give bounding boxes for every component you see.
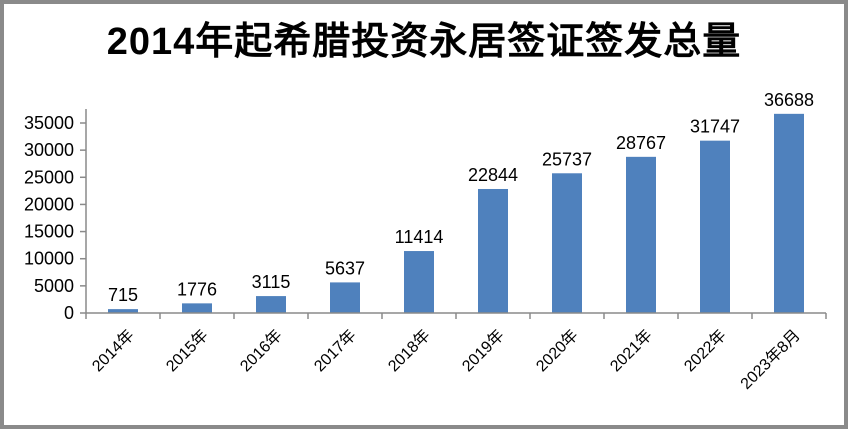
- bar: [478, 188, 508, 313]
- bar-chart: 0 5000 10000 15000 20000 25000 30000 35000 715 20…: [24, 90, 827, 393]
- bar-value-label: 715: [108, 285, 138, 305]
- bar-value-label: 36688: [764, 90, 814, 110]
- y-tick-label: 35000: [24, 113, 74, 133]
- x-tick-label: 2017年: [311, 326, 360, 375]
- bar-value-label: 31747: [690, 117, 740, 137]
- y-tick-label: 15000: [24, 222, 74, 242]
- chart-title: 2014年起希腊投资永居签证签发总量: [106, 21, 742, 63]
- bar-value-label: 1776: [177, 279, 217, 299]
- bar-value-label: 25737: [542, 149, 592, 169]
- bar: [256, 296, 286, 313]
- x-tick-label: 2023年8月: [737, 326, 804, 393]
- bar: [330, 282, 360, 313]
- y-tick-label: 20000: [24, 194, 74, 214]
- bar-value-label: 22844: [468, 165, 518, 185]
- x-tick-label: 2019年: [459, 326, 508, 375]
- bar-value-label: 11414: [395, 227, 444, 247]
- x-tick-label: 2020年: [533, 326, 582, 375]
- bar-value-label: 3115: [252, 272, 291, 292]
- x-tick-label: 2014年: [89, 326, 138, 375]
- bar: [774, 113, 804, 313]
- bar-value-label: 5637: [325, 258, 365, 278]
- y-tick-label: 10000: [24, 249, 74, 269]
- x-tick-label: 2022年: [681, 326, 730, 375]
- bar: [404, 251, 434, 313]
- y-tick-label: 25000: [24, 167, 74, 187]
- x-tick-label: 2016年: [237, 326, 286, 375]
- bar-value-label: 28767: [616, 133, 666, 153]
- x-tick-label: 2021年: [607, 326, 656, 375]
- bar: [552, 173, 582, 313]
- bar: [108, 309, 138, 313]
- y-tick-label: 30000: [24, 140, 74, 160]
- y-tick-label: 0: [64, 303, 74, 323]
- y-tick-label: 5000: [34, 276, 74, 296]
- x-tick-label: 2015年: [163, 326, 212, 375]
- bar: [626, 156, 656, 313]
- bar: [182, 303, 212, 313]
- x-tick-label: 2018年: [385, 326, 434, 375]
- bar: [700, 140, 730, 313]
